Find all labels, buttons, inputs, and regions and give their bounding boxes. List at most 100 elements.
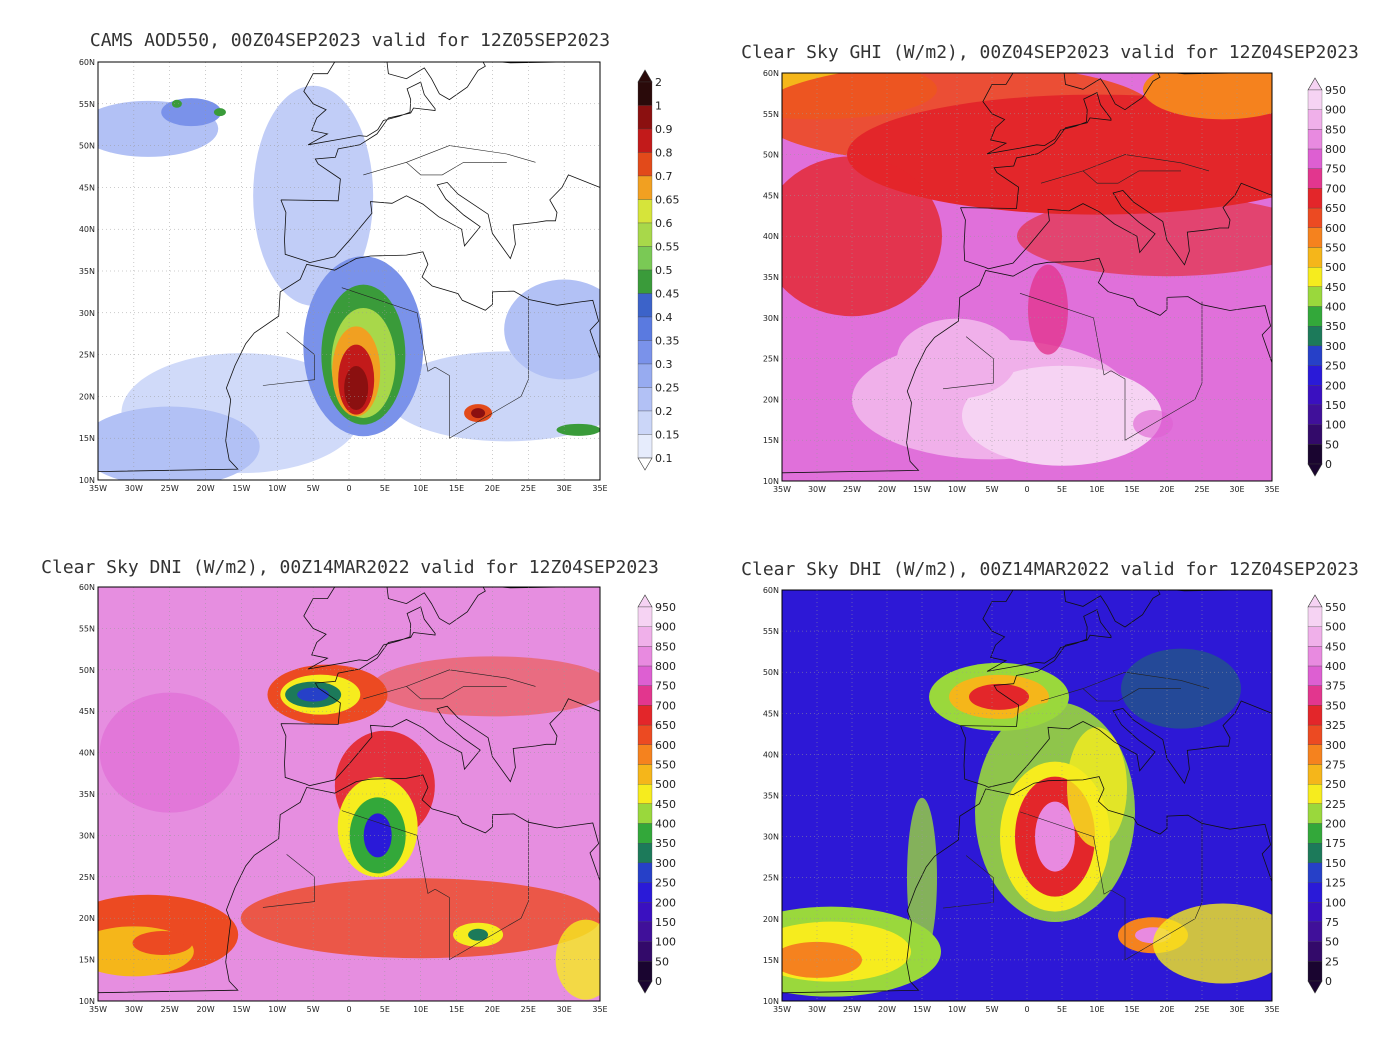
map-frame (781, 72, 1273, 482)
colorbar-segment (1307, 109, 1323, 130)
colorbar-arrow-bottom (1307, 980, 1323, 994)
colorbar-label: 0.4 (655, 311, 673, 324)
lat-tick-label: 60N (763, 586, 779, 595)
lon-tick-label: 0 (1024, 485, 1029, 494)
field-blob (897, 318, 1017, 399)
lon-tick-label: 0 (346, 484, 351, 493)
lon-tick-label: 10E (1089, 1005, 1104, 1014)
lon-tick-label: 35E (1264, 1005, 1279, 1014)
colorbar-arrow-top (1307, 77, 1323, 91)
lon-tick-label: 25W (843, 485, 861, 494)
lon-tick-label: 5E (380, 484, 390, 493)
lat-tick-label: 35N (79, 267, 95, 276)
colorbar-segment (637, 626, 653, 647)
colorbar-segment (1307, 306, 1323, 327)
colorbar-label: 900 (1325, 104, 1346, 117)
colorbar-label: 950 (655, 601, 676, 614)
lon-tick-label: 25W (161, 484, 179, 493)
colorbar-segment (1307, 89, 1323, 110)
border-line (1040, 671, 1210, 702)
colorbar-label: 150 (1325, 399, 1346, 412)
lon-tick-label: 25E (521, 1005, 536, 1014)
lon-tick-label: 20E (1159, 1005, 1174, 1014)
panel-title: Clear Sky DHI (W/m2), 00Z14MAR2022 valid… (741, 559, 1359, 580)
colorbar-segment (1307, 685, 1323, 706)
colorbar-segment (1307, 444, 1323, 465)
colorbar-label: 0.9 (655, 123, 673, 136)
colorbar-segment (1307, 764, 1323, 785)
panel-ghi: Clear Sky GHI (W/m2), 00Z04SEP2023 valid… (700, 0, 1400, 527)
colorbar-segment (1307, 424, 1323, 445)
field-blob (98, 406, 260, 480)
colorbar-label: 850 (655, 640, 676, 653)
lat-tick-label: 20N (79, 392, 95, 401)
colorbar-segment (637, 784, 653, 804)
colorbar-segment (637, 665, 653, 686)
colorbar-arrow-top (1307, 594, 1323, 608)
colorbar-segment (1307, 188, 1323, 209)
colorbar-segment (1307, 385, 1323, 406)
border-line (406, 162, 507, 176)
colorbar-segment (1307, 823, 1323, 844)
lon-tick-label: 30W (125, 484, 143, 493)
colorbar-segment (1307, 129, 1323, 150)
field-blob (782, 156, 942, 317)
lon-tick-label: 35W (773, 485, 791, 494)
lat-tick-label: 35N (763, 792, 779, 801)
colorbar-label: 850 (1325, 123, 1346, 136)
lat-tick-label: 10N (79, 997, 95, 1006)
border-line (1194, 301, 1203, 400)
colorbar-segment (637, 434, 653, 459)
lat-tick-label: 60N (79, 58, 95, 67)
colorbar-label: 550 (655, 758, 676, 771)
colorbar-arrow-bottom (1307, 463, 1323, 477)
lon-tick-label: 25W (161, 1005, 179, 1014)
border-line (1040, 154, 1210, 184)
lat-tick-label: 15N (763, 436, 779, 445)
panel-title: Clear Sky GHI (W/m2), 00Z04SEP2023 valid… (741, 42, 1359, 63)
lat-tick-label: 10N (763, 477, 779, 486)
lat-tick-label: 30N (79, 831, 95, 840)
lon-tick-label: 30W (125, 1005, 143, 1014)
lat-tick-label: 60N (79, 583, 95, 592)
colorbar-label: 125 (1325, 877, 1346, 890)
lon-tick-label: 20W (878, 1005, 896, 1014)
colorbar-label: 350 (655, 837, 676, 850)
lat-tick-label: 40N (79, 225, 95, 234)
colorbar-segment (637, 685, 653, 706)
colorbar-label: 800 (1325, 143, 1346, 156)
lat-tick-label: 40N (79, 749, 95, 758)
border-line (942, 336, 994, 390)
lat-tick-label: 15N (79, 956, 95, 965)
colorbar-segment (637, 269, 653, 294)
colorbar-label: 200 (1325, 818, 1346, 831)
colorbar-segment (1307, 843, 1323, 864)
border-line (341, 287, 436, 372)
panel-title: CAMS AOD550, 00Z04SEP2023 valid for 12Z0… (89, 30, 611, 51)
lat-tick-label: 55N (79, 100, 95, 109)
lon-tick-label: 20W (197, 484, 215, 493)
colorbar-label: 0 (655, 975, 662, 988)
lat-tick-label: 50N (79, 666, 95, 675)
lat-tick-label: 25N (763, 874, 779, 883)
border-line (341, 810, 436, 894)
colorbar-label: 1 (655, 100, 662, 113)
colorbar-label: 0.8 (655, 147, 673, 160)
colorbar-segment (1307, 665, 1323, 686)
field-blob (555, 919, 600, 1000)
colorbar-segment (1307, 803, 1323, 824)
lat-tick-label: 15N (763, 956, 779, 965)
border-line (262, 331, 315, 386)
colorbar-segment (637, 363, 653, 388)
field-blob (962, 365, 1162, 466)
colorbar-segment (637, 199, 653, 224)
lon-tick-label: 30E (557, 1005, 572, 1014)
lat-tick-label: 20N (79, 914, 95, 923)
lat-tick-label: 30N (763, 833, 779, 842)
lat-tick-label: 45N (763, 709, 779, 718)
map-frame (781, 589, 1273, 1002)
colorbar-segment (637, 81, 653, 106)
colorbar-segment (637, 843, 653, 864)
colorbar-segment (1307, 247, 1323, 268)
lat-tick-label: 35N (79, 790, 95, 799)
